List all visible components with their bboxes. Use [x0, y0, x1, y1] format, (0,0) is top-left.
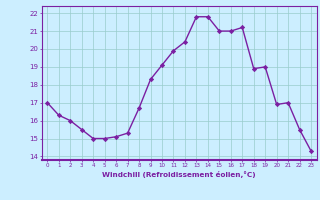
- X-axis label: Windchill (Refroidissement éolien,°C): Windchill (Refroidissement éolien,°C): [102, 171, 256, 178]
